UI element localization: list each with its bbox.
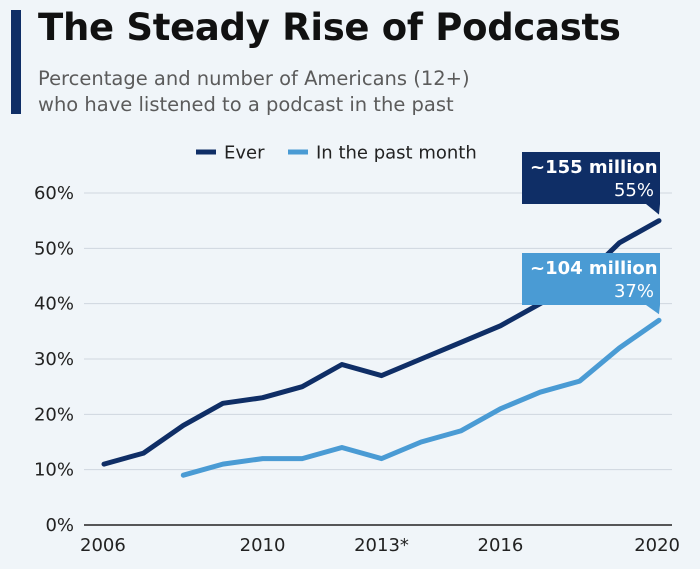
callout-label: ~155 million xyxy=(530,157,658,178)
callout-box xyxy=(522,253,660,305)
subtitle-line-1: Percentage and number of Americans (12+) xyxy=(38,67,470,90)
y-tick-labels: 0% 10% 20% 30% 40% 50% 60% xyxy=(34,183,74,536)
y-tick-label: 40% xyxy=(34,294,74,315)
callout-box xyxy=(522,152,660,204)
x-tick-labels: 2006 2010 2013* 2016 2020 xyxy=(80,535,680,556)
subtitle-line-2: who have listened to a podcast in the pa… xyxy=(38,93,454,116)
callout-value-label: 37% xyxy=(614,281,654,302)
legend-label: In the past month xyxy=(316,143,477,164)
series-line xyxy=(180,317,662,478)
y-tick-label: 20% xyxy=(34,404,74,425)
legend: Ever In the past month xyxy=(196,143,477,164)
y-tick-label: 50% xyxy=(34,238,74,259)
callout-pointer xyxy=(646,305,660,315)
x-tick-label: 2016 xyxy=(478,535,524,556)
gridlines xyxy=(84,192,672,526)
chart-subtitle: Percentage and number of Americans (12+)… xyxy=(38,66,470,118)
accent-bar xyxy=(11,10,21,114)
x-tick-label: 2020 xyxy=(634,535,680,556)
y-tick-label: 30% xyxy=(34,349,74,370)
x-tick-label: 2013* xyxy=(354,535,409,556)
callout-pointer xyxy=(646,204,660,215)
x-tick-label: 2010 xyxy=(240,535,286,556)
callout-value-label: 55% xyxy=(614,180,654,201)
callout-label: ~104 million xyxy=(530,258,658,279)
y-tick-label: 0% xyxy=(45,515,74,536)
chart-title: The Steady Rise of Podcasts xyxy=(38,6,621,49)
x-tick-label: 2006 xyxy=(80,535,126,556)
y-tick-label: 60% xyxy=(34,183,74,204)
legend-label: Ever xyxy=(224,143,265,164)
y-tick-label: 10% xyxy=(34,460,74,481)
